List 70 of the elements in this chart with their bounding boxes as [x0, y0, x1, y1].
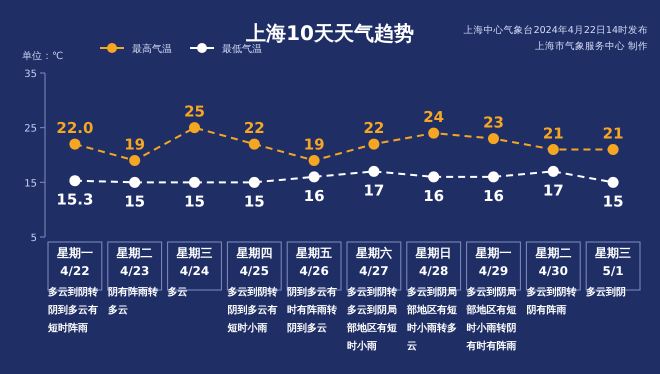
y-axis-title: 单位：℃	[22, 50, 64, 62]
text: 多云到阴转阴有阵雨	[526, 286, 576, 316]
x-tick-label: 星期三 5/1	[594, 246, 632, 278]
data-label: 19	[124, 135, 146, 154]
point	[428, 128, 440, 139]
text: 多云到阴转多云到阴局部地区有短时小雨	[346, 286, 397, 352]
point	[368, 166, 380, 177]
point	[368, 138, 380, 150]
text: 多云到阴	[586, 286, 626, 298]
y-tick-label: 5	[30, 233, 37, 244]
data-label: 23	[483, 114, 504, 132]
data-label: 16	[304, 186, 325, 205]
text: 多云到阴局部地区有短时小雨转多云	[406, 286, 457, 352]
text: 多云到阴转阴到多云有短时阵雨	[47, 286, 98, 334]
point	[308, 154, 320, 166]
point	[548, 166, 559, 177]
data-label: 15	[602, 192, 624, 210]
point	[129, 154, 140, 166]
text: 上海中心气象台2024年4月22日14时发布	[464, 24, 648, 36]
data-label: 22	[244, 119, 265, 138]
data-label: 22	[363, 119, 384, 138]
x-tick-label: 星期日 4/28	[414, 246, 452, 278]
x-tick-label: 星期一 4/22	[56, 246, 93, 278]
chart-title: 上海10天天气趋势	[245, 21, 414, 45]
data-label: 25	[184, 102, 205, 121]
data-label: 21	[542, 124, 564, 143]
x-tick-label: 星期二 4/23	[116, 246, 153, 278]
text: 上海市气象服务中心 制作	[534, 40, 648, 52]
x-tick-label: 星期五 4/26	[295, 246, 332, 278]
text: 阴到多云有时有阵雨转阴到多云	[287, 286, 338, 334]
legend-label: 最高气温	[132, 43, 172, 55]
x-tick-label: 星期三 4/24	[176, 246, 212, 278]
data-label: 17	[542, 181, 564, 200]
data-label: 15	[244, 192, 265, 210]
point	[308, 171, 320, 182]
text: 多云到阴转阴到多云有短时小雨	[226, 286, 278, 334]
data-label: 17	[363, 181, 384, 200]
point	[428, 171, 440, 182]
point	[608, 176, 619, 188]
data-label: 15	[124, 192, 146, 210]
data-label: 24	[423, 108, 444, 126]
text: 多云	[168, 286, 188, 298]
point	[129, 176, 140, 188]
data-label: 19	[304, 135, 325, 154]
data-label: 21	[602, 124, 624, 143]
x-tick-label: 星期六 4/27	[354, 246, 392, 278]
text: 多云到阴局部地区有短时小雨转阴有时有阵雨	[466, 286, 517, 352]
point	[488, 133, 499, 144]
point	[608, 144, 619, 156]
legend-label: 最低气温	[222, 43, 262, 55]
x-tick-label: 星期四 4/25	[235, 246, 272, 278]
point	[69, 138, 80, 150]
data-label: 22.0	[56, 119, 94, 138]
data-label: 15.3	[56, 190, 94, 209]
text: 阴有阵雨转多云	[108, 286, 158, 316]
x-tick-label: 星期二 4/30	[534, 246, 572, 278]
data-label: 16	[483, 186, 504, 205]
data-label: 16	[423, 186, 444, 205]
x-tick-label: 星期一 4/29	[474, 246, 512, 278]
point	[69, 175, 80, 186]
point	[488, 171, 499, 182]
point	[548, 144, 559, 156]
point	[189, 122, 200, 134]
point	[248, 176, 260, 188]
y-tick-label: 15	[24, 178, 37, 190]
point	[189, 176, 200, 188]
y-tick-label: 35	[24, 69, 37, 80]
point	[248, 138, 260, 150]
data-label: 15	[184, 192, 205, 210]
y-tick-label: 25	[24, 124, 37, 135]
